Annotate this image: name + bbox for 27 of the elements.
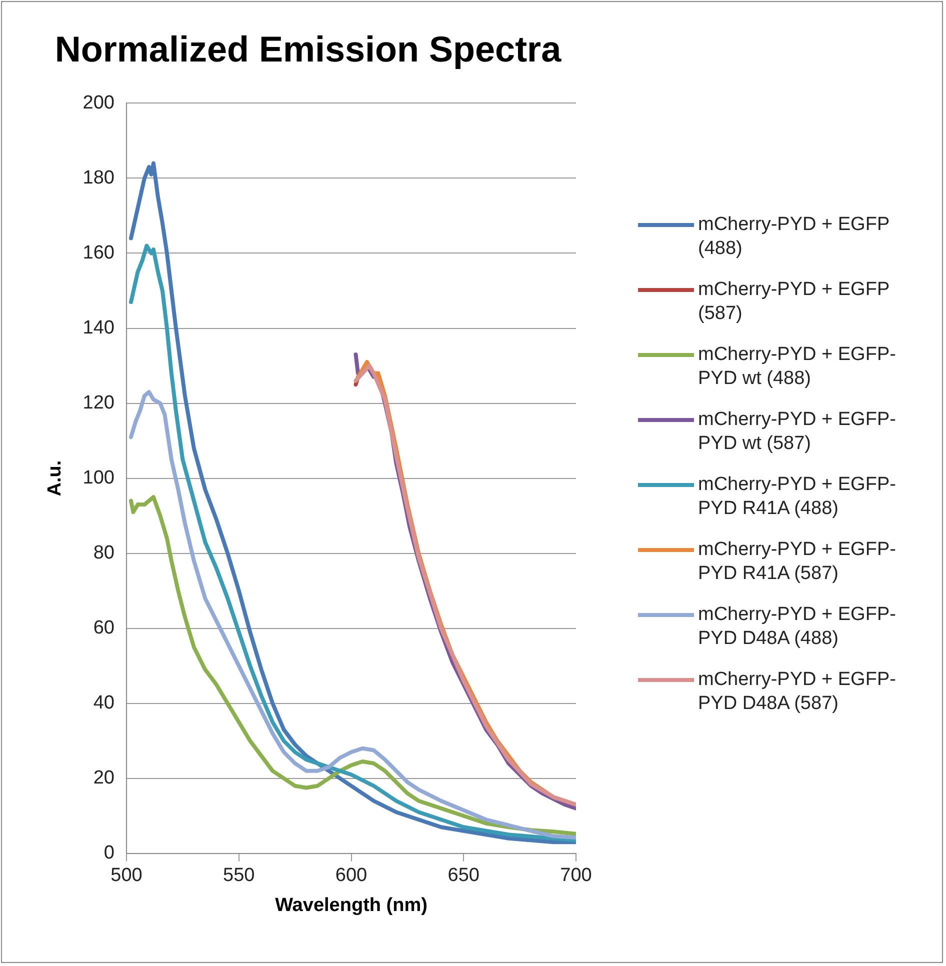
legend-label: mCherry-PYD + EGFP-PYD wt (488) [698,343,897,391]
x-axis-title: Wavelength (nm) [275,894,428,916]
x-tick-label: 600 [335,865,368,886]
y-tick-label: 20 [93,768,114,789]
y-tick-label: 120 [82,392,114,414]
y-tick-label: 100 [82,468,114,489]
legend-label: mCherry-PYD + EGFP (587) [698,278,890,326]
y-tick-label: 180 [82,167,114,188]
y-tick-label: 80 [93,542,114,564]
legend-label: mCherry-PYD + EGFP-PYD R41A (488) [698,473,897,521]
y-tick-label: 200 [82,92,114,114]
y-tick-label: 140 [82,317,114,338]
chart-title: Normalized Emission Spectra [54,28,562,70]
y-tick-label: 160 [82,242,114,264]
legend-label: mCherry-PYD + EGFP-PYD D48A (488) [698,603,897,651]
x-tick-label: 500 [110,865,142,886]
legend-label: mCherry-PYD + EGFP-PYD wt (587) [698,408,897,456]
x-tick-label: 550 [223,865,255,886]
x-tick-label: 650 [448,865,480,886]
legend-label: mCherry-PYD + EGFP-PYD D48A (587) [698,668,897,716]
y-tick-label: 60 [93,618,114,639]
x-tick-label: 700 [560,865,592,886]
legend-label: mCherry-PYD + EGFP (488) [698,213,890,261]
legend-label: mCherry-PYD + EGFP-PYD R41A (587) [698,538,897,586]
y-axis-title: A.u. [44,460,66,496]
y-tick-label: 40 [93,692,114,714]
y-tick-label: 0 [104,842,114,864]
